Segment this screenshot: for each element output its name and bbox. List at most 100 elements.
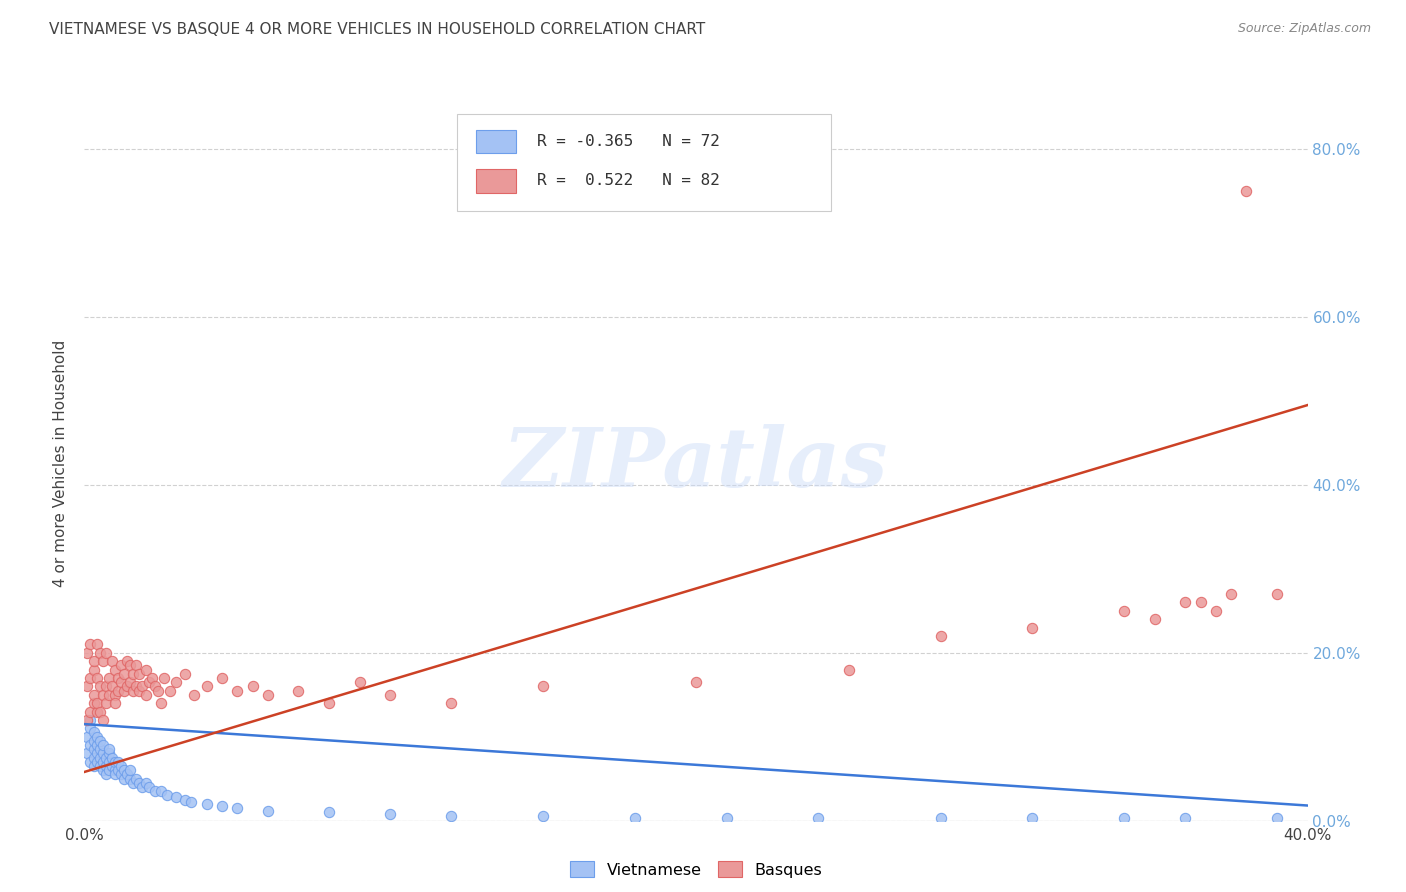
Point <box>120 764 142 778</box>
Point <box>128 776 150 790</box>
Point <box>624 811 647 825</box>
Point <box>97 747 120 761</box>
Point <box>115 654 138 668</box>
Point <box>174 792 197 806</box>
Point <box>807 811 830 825</box>
Point <box>79 713 101 727</box>
Point <box>107 764 129 778</box>
Point <box>149 784 172 798</box>
Point <box>287 683 309 698</box>
Point <box>86 730 108 744</box>
Point <box>104 688 127 702</box>
Point <box>107 755 129 769</box>
Point <box>86 755 108 769</box>
Point <box>89 759 111 773</box>
Point <box>83 696 105 710</box>
Point <box>195 679 218 693</box>
Point <box>89 679 111 693</box>
Point <box>226 683 249 698</box>
Point <box>112 683 135 698</box>
Point <box>138 780 160 794</box>
Text: Source: ZipAtlas.com: Source: ZipAtlas.com <box>1237 22 1371 36</box>
Point <box>83 742 105 756</box>
Point <box>104 767 127 781</box>
Point <box>86 747 108 761</box>
Point <box>79 755 101 769</box>
Point <box>128 683 150 698</box>
Point <box>91 747 114 761</box>
Legend: Vietnamese, Basques: Vietnamese, Basques <box>564 855 828 884</box>
Point <box>180 795 202 809</box>
Point <box>1114 604 1136 618</box>
Point <box>1143 612 1166 626</box>
Point <box>79 721 101 735</box>
Point <box>380 806 402 821</box>
Point <box>257 804 280 818</box>
Point <box>380 688 402 702</box>
Point <box>685 675 707 690</box>
Point <box>97 755 120 769</box>
Point <box>112 666 135 681</box>
Point <box>83 654 105 668</box>
FancyBboxPatch shape <box>475 130 516 153</box>
Point <box>97 688 120 702</box>
Point <box>86 705 108 719</box>
Y-axis label: 4 or more Vehicles in Household: 4 or more Vehicles in Household <box>53 340 69 588</box>
Point <box>91 764 114 778</box>
Point <box>76 679 98 693</box>
Point <box>257 688 280 702</box>
Point <box>318 696 340 710</box>
Point <box>149 696 172 710</box>
Point <box>104 663 127 677</box>
Point <box>135 776 157 790</box>
Point <box>716 811 738 825</box>
Point <box>91 755 114 769</box>
Point <box>79 738 101 752</box>
Point <box>115 767 138 781</box>
Point <box>97 764 120 778</box>
Point <box>101 679 124 693</box>
Point <box>131 679 153 693</box>
Point <box>97 742 120 756</box>
Point <box>1236 184 1258 198</box>
Text: ZIPatlas: ZIPatlas <box>503 424 889 504</box>
Point <box>94 750 117 764</box>
Point <box>122 776 145 790</box>
Point <box>1021 621 1043 635</box>
Point <box>195 797 218 811</box>
Point <box>76 646 98 660</box>
Point <box>76 730 98 744</box>
Point <box>89 750 111 764</box>
Point <box>83 725 105 739</box>
Point <box>89 742 111 756</box>
Point <box>1220 587 1243 601</box>
Point <box>83 688 105 702</box>
Point <box>101 654 124 668</box>
Point <box>86 696 108 710</box>
Point <box>128 666 150 681</box>
Point <box>101 759 124 773</box>
Point <box>91 688 114 702</box>
Point <box>104 696 127 710</box>
Text: R =  0.522   N = 82: R = 0.522 N = 82 <box>537 173 720 188</box>
Point <box>76 747 98 761</box>
Point <box>91 654 114 668</box>
Point <box>110 759 132 773</box>
Point <box>242 679 264 693</box>
Point <box>110 767 132 781</box>
Point <box>165 790 187 805</box>
Point <box>107 683 129 698</box>
Point <box>165 675 187 690</box>
Point <box>122 683 145 698</box>
Point <box>1189 595 1212 609</box>
Point <box>91 713 114 727</box>
Point <box>89 734 111 748</box>
Point <box>146 683 169 698</box>
Point <box>131 780 153 794</box>
Point <box>97 671 120 685</box>
Point <box>135 688 157 702</box>
Point <box>101 750 124 764</box>
FancyBboxPatch shape <box>457 114 831 211</box>
Point <box>838 663 860 677</box>
Point <box>83 750 105 764</box>
